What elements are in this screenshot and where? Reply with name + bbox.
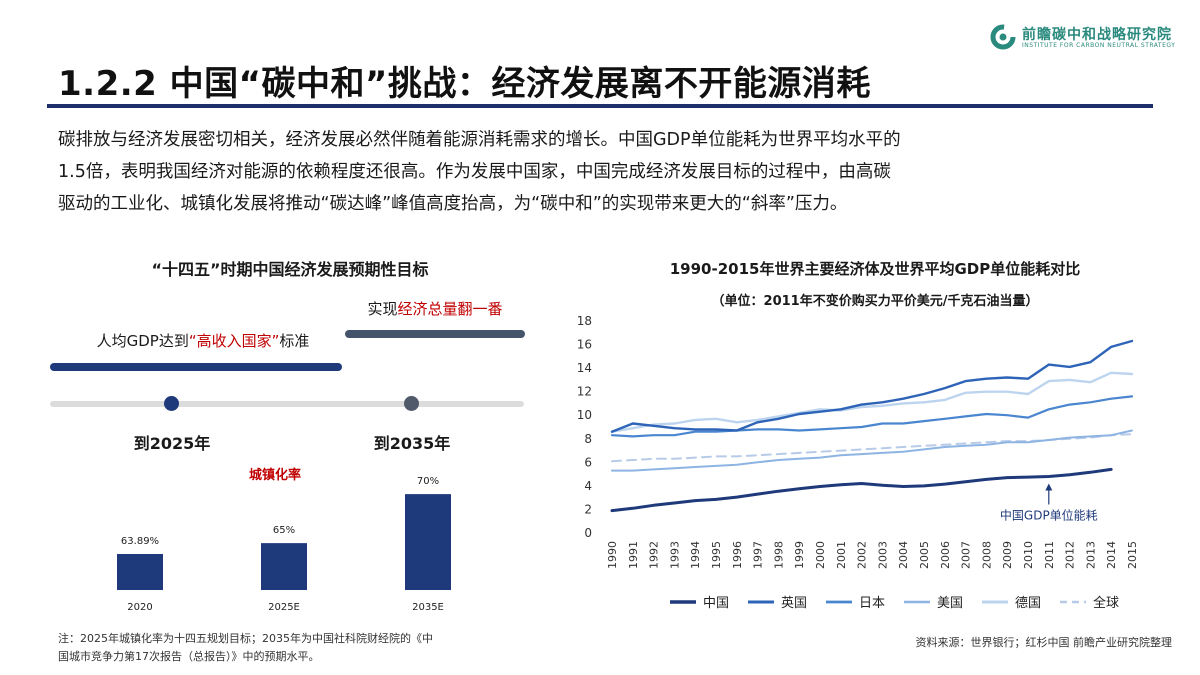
milestone-2035-label: 到2035年: [373, 434, 451, 453]
goal-2035-label: 实现经济总量翻一番: [345, 298, 525, 319]
urbanization-bar-chart: 63.89% 2020 65% 2025E 70% 2035E: [117, 476, 451, 613]
x-tick-label: 2002: [856, 541, 869, 569]
x-tick-label: 2000: [814, 541, 827, 569]
series-line-1: [610, 467, 1113, 513]
x-tick-label: 2001: [835, 541, 848, 569]
x-tick-label: 2015: [1126, 541, 1139, 569]
energy-chart-subtitle: （单位：2011年不变价购买力平价美元/千克石油当量）: [711, 294, 1039, 309]
y-tick-label: 18: [577, 314, 592, 328]
x-tick-label: 2014: [1105, 541, 1118, 569]
x-tick-label: 2005: [918, 541, 931, 569]
urbanization-category-label: 2035E: [412, 602, 444, 613]
x-tick-label: 2010: [1022, 541, 1035, 569]
legend-label-2: 英国: [781, 596, 807, 611]
goal-2035-prefix: 实现: [367, 300, 398, 318]
legend-label-3: 日本: [859, 596, 885, 611]
y-tick-label: 16: [577, 338, 592, 352]
urbanization-bar: [405, 494, 451, 590]
source-note: 资料来源：世界银行；红杉中国 前瞻产业研究院整理: [915, 636, 1173, 649]
x-tick-label: 1994: [689, 541, 702, 569]
urbanization-bar: [261, 543, 307, 590]
x-tick-label: 1999: [793, 541, 806, 569]
y-tick-label: 8: [584, 432, 592, 446]
urbanization-value-label: 65%: [273, 525, 295, 536]
y-tick-label: 14: [577, 361, 592, 375]
title-divider: [47, 104, 1153, 108]
x-tick-label: 2012: [1064, 541, 1077, 569]
goal-2025-prefix: 人均GDP达到: [96, 332, 189, 350]
goals-panel-title: “十四五”时期中国经济发展预期性目标: [151, 260, 429, 279]
annotation-arrowhead: [1045, 483, 1053, 491]
x-tick-label: 2008: [980, 541, 993, 569]
y-tick-label: 0: [584, 526, 592, 540]
x-tick-label: 1996: [731, 541, 744, 569]
footnote-line: 国城市竞争力第17次报告（总报告）》中的预期水平。: [58, 650, 320, 663]
energy-intensity-line-chart: 0 2 4 6 8 10 12 14 16 18 1990 1991 1992 1993 1994 1995 1…: [577, 314, 1139, 611]
footnote: 注：2025年城镇化率为十四五规划目标；2035年为中国社科院财经院的《中 国城…: [58, 630, 528, 666]
urbanization-value-label: 70%: [417, 476, 439, 487]
energy-chart-title: 1990-2015年世界主要经济体及世界平均GDP单位能耗对比: [669, 260, 1081, 278]
annotation-label: 中国GDP单位能耗: [1000, 507, 1098, 522]
legend-label-1: 中国: [703, 596, 729, 611]
y-tick-label: 4: [584, 479, 592, 493]
logo-name: 前瞻碳中和战略研究院: [1022, 27, 1172, 43]
x-tick-label: 2007: [960, 541, 973, 569]
x-tick-label: 2009: [1001, 541, 1014, 569]
goal-2025-suffix: 标准: [279, 332, 310, 350]
urbanization-category-label: 2025E: [268, 602, 300, 613]
goal-2025-bar: [50, 363, 342, 371]
intro-line: 1.5倍，表明我国经济对能源的依赖程度还很高。作为发展中国家，中国完成经济发展目…: [58, 162, 891, 182]
series-line-6: [611, 433, 1133, 463]
series-line-4: [611, 429, 1133, 472]
urbanization-value-label: 63.89%: [121, 536, 159, 547]
urbanization-bar: [117, 554, 163, 590]
institute-logo-icon: [990, 24, 1016, 50]
x-tick-label: 2006: [939, 541, 952, 569]
intro-line: 碳排放与经济发展密切相关，经济发展必然伴随着能源消耗需求的增长。中国GDP单位能…: [58, 130, 901, 150]
y-tick-label: 2: [584, 502, 592, 516]
x-tick-label: 1992: [648, 541, 661, 569]
legend-label-6: 全球: [1093, 595, 1119, 611]
timeline-track: [50, 401, 524, 407]
series-line-3: [610, 395, 1134, 438]
series-line-2: [610, 339, 1134, 433]
series-line-5: [610, 371, 1134, 433]
intro-line: 驱动的工业化、城镇化发展将推动“碳达峰”峰值高度抬高，为“碳中和”的实现带来更大…: [58, 194, 848, 214]
y-tick-label: 12: [577, 385, 592, 399]
x-tick-label: 1991: [627, 541, 640, 569]
x-tick-label: 2003: [876, 541, 889, 569]
x-tick-label: 1990: [606, 541, 619, 569]
x-tick-label: 1997: [752, 541, 765, 569]
goal-2035-highlight: 经济总量翻一番: [397, 300, 503, 318]
goal-2025-highlight: “高收入国家”: [188, 332, 280, 350]
timeline-dot-2025: [164, 396, 179, 411]
intro-paragraph: 碳排放与经济发展密切相关，经济发展必然伴随着能源消耗需求的增长。中国GDP单位能…: [58, 124, 1148, 220]
goal-2035-bar: [345, 330, 525, 338]
goal-2025-label: 人均GDP达到“高收入国家”标准: [58, 330, 348, 351]
x-tick-label: 2011: [1043, 541, 1056, 569]
x-tick-label: 1998: [772, 541, 785, 569]
x-tick-label: 1995: [710, 541, 723, 569]
legend-label-4: 美国: [937, 596, 963, 611]
milestone-2025-label: 到2025年: [133, 434, 211, 453]
legend-label-5: 德国: [1015, 596, 1041, 611]
x-tick-label: 1993: [668, 541, 681, 569]
y-tick-label: 10: [577, 408, 592, 422]
institute-logo: 前瞻碳中和战略研究院 INSTITUTE FOR CARBON NEUTRAL …: [990, 22, 1180, 54]
footnote-line: 注：2025年城镇化率为十四五规划目标；2035年为中国社科院财经院的《中: [58, 632, 433, 645]
y-tick-label: 6: [584, 455, 592, 469]
logo-english-name: INSTITUTE FOR CARBON NEUTRAL STRATEGY: [1022, 42, 1176, 49]
x-tick-label: 2004: [897, 541, 910, 569]
x-tick-label: 2013: [1084, 541, 1097, 569]
urbanization-chart-title: 城镇化率: [248, 468, 301, 483]
urbanization-category-label: 2020: [127, 602, 152, 613]
timeline-dot-2035: [404, 396, 419, 411]
page-title: 1.2.2 中国“碳中和”挑战：经济发展离不开能源消耗: [58, 64, 871, 104]
